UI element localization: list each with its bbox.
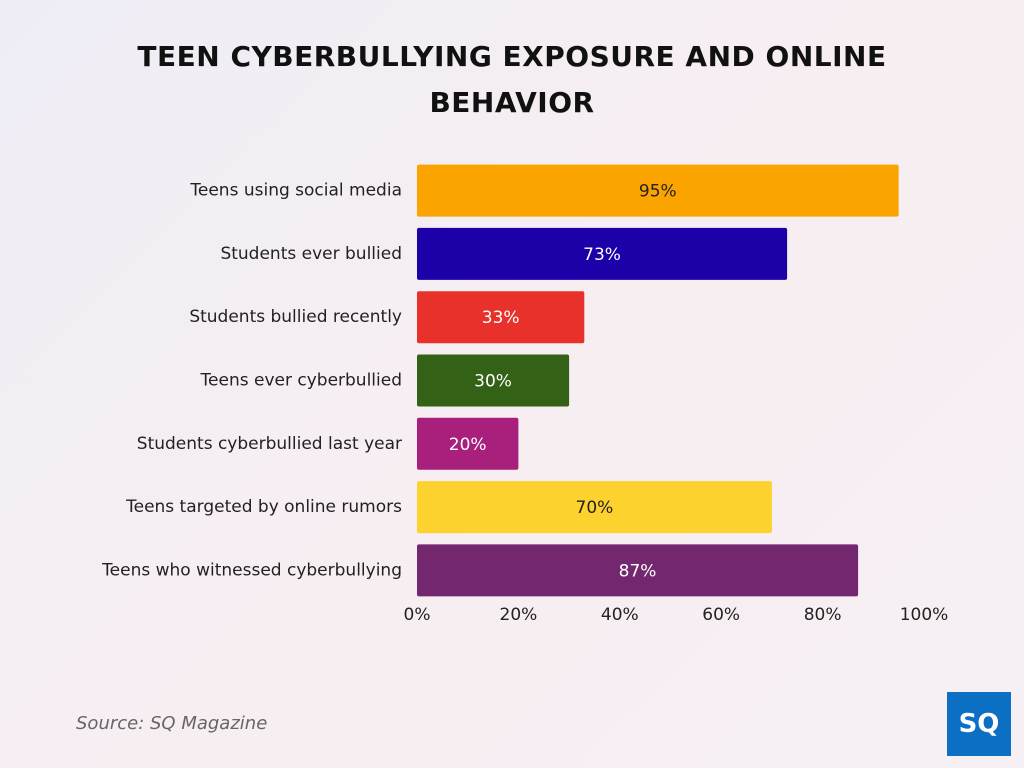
y-tick-label: Students cyberbullied last year (137, 434, 402, 454)
logo: SQ (947, 692, 1011, 756)
value-label: 33% (482, 308, 520, 328)
source-note: Source: SQ Magazine (76, 713, 268, 734)
x-tick-label: 40% (601, 605, 639, 625)
value-label: 20% (449, 435, 487, 455)
y-tick-label: Teens who witnessed cyberbullying (101, 560, 402, 580)
x-tick-label: 80% (804, 605, 842, 625)
chart-title: TEEN CYBERBULLYING EXPOSURE AND ONLINE B… (137, 40, 887, 119)
bar (417, 227, 788, 280)
bar (417, 481, 772, 534)
y-tick-label: Students bullied recently (189, 307, 402, 327)
bar (417, 164, 899, 217)
y-tick-label: Teens targeted by online rumors (125, 497, 402, 517)
x-tick-label: 100% (900, 605, 949, 625)
y-tick-label: Teens using social media (189, 181, 402, 201)
bar (417, 544, 859, 597)
value-label: 30% (474, 372, 512, 392)
y-tick-label: Students ever bullied (220, 244, 402, 264)
bar (417, 417, 519, 470)
bar (417, 291, 585, 344)
x-tick-label: 20% (500, 605, 538, 625)
value-label: 73% (583, 245, 621, 265)
bar (417, 354, 570, 407)
value-label: 95% (639, 182, 677, 202)
x-tick-label: 60% (702, 605, 740, 625)
value-label: 87% (619, 561, 657, 581)
x-tick-label: 0% (404, 605, 431, 625)
value-label: 70% (576, 498, 614, 518)
y-tick-label: Teens ever cyberbullied (200, 371, 402, 391)
